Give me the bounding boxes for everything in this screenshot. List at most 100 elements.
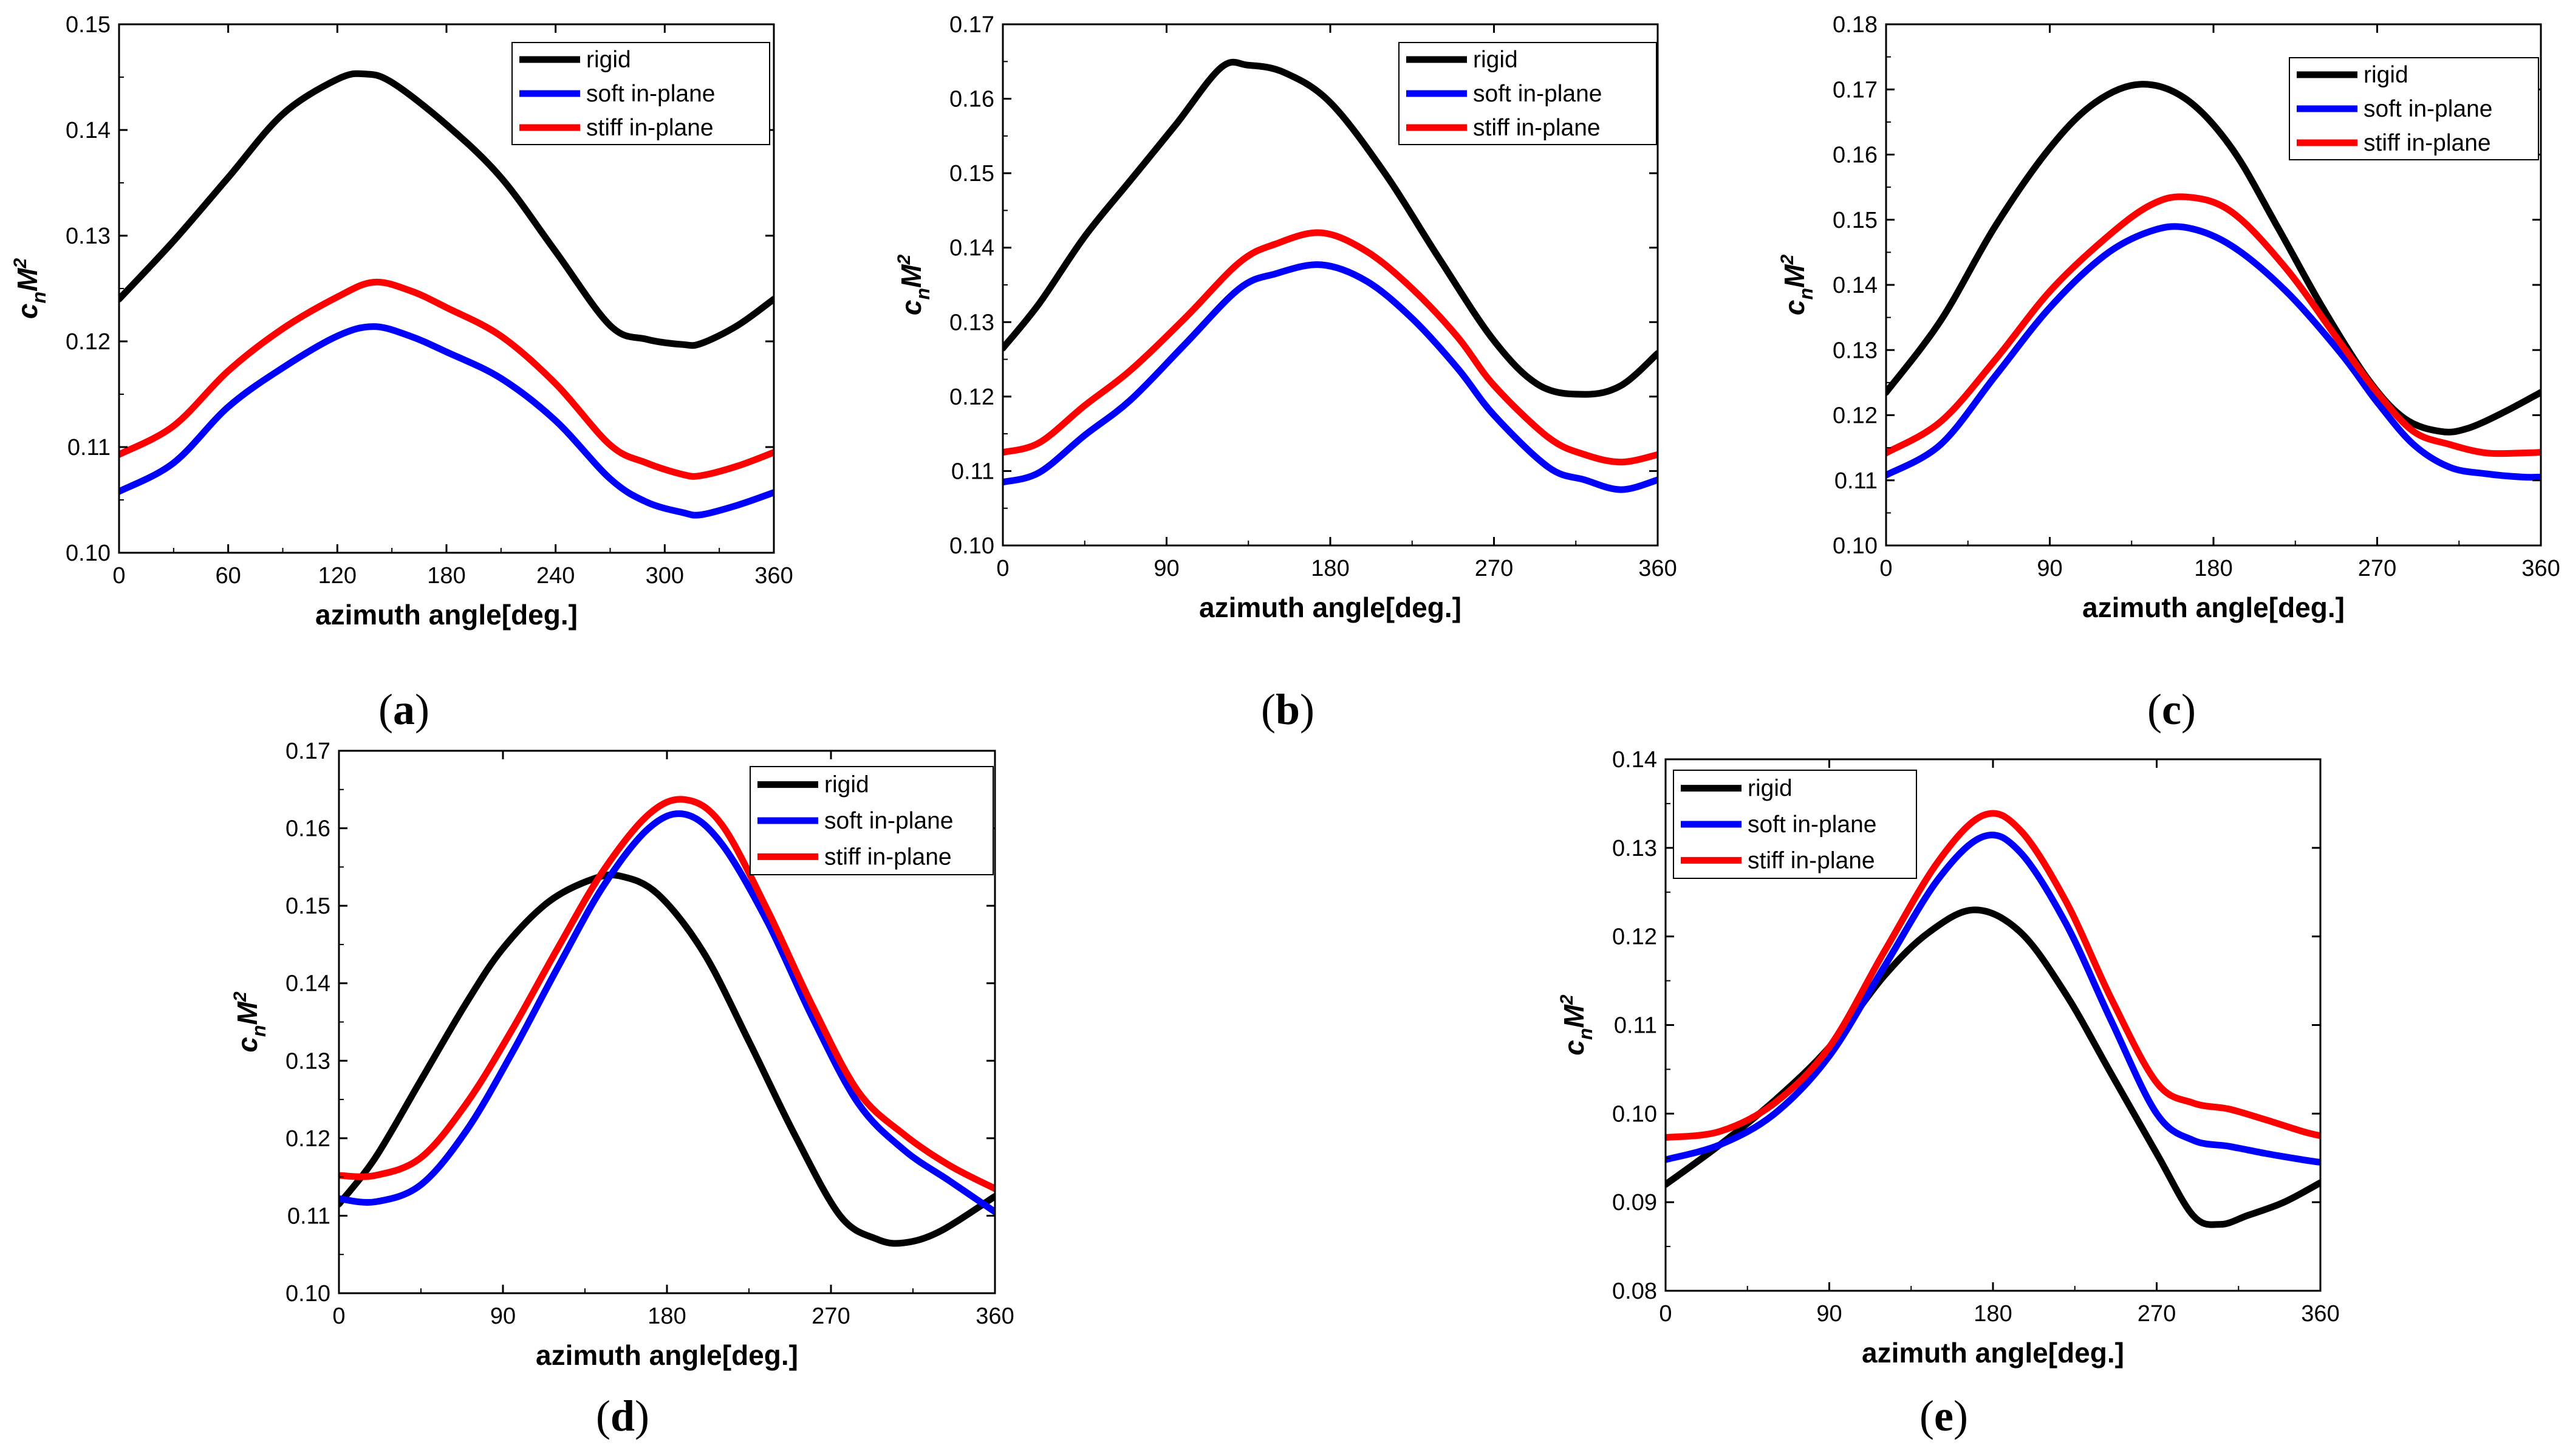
x-tick-label: 270: [2138, 1301, 2176, 1327]
y-tick-label: 0.15: [66, 12, 111, 38]
legend-label: rigid: [1473, 47, 1518, 73]
y-tick-label: 0.14: [949, 236, 994, 261]
legend: rigid soft in-plane stiff in-plane: [1398, 42, 1657, 145]
legend-label: soft in-plane: [1473, 81, 1602, 107]
legend: rigid soft in-plane stiff in-plane: [2289, 57, 2539, 160]
y-tick-label: 0.14: [1833, 273, 1878, 298]
x-tick-label: 270: [2358, 556, 2396, 581]
y-tick-label: 0.13: [949, 310, 994, 335]
chart-c: 0 90 180 270 360 0.10 0.11 0.12 0.13 0.14 0.15 0.16…: [1777, 12, 2560, 734]
series-line-rigid: [1886, 81, 2541, 436]
y-tick-label: 0.11: [67, 435, 111, 460]
x-tick-label: 120: [318, 563, 357, 589]
y-tick-label: 0.13: [1612, 836, 1657, 861]
legend-label: rigid: [1748, 776, 1793, 802]
x-tick-label: 180: [2194, 556, 2232, 581]
x-tick-label: 180: [1311, 556, 1349, 581]
series-line-soft-in-plane: [1886, 223, 2541, 481]
series-line-rigid: [1666, 906, 2320, 1228]
y-tick-label: 0.17: [1833, 77, 1878, 103]
y-tick-label: 0.11: [1834, 468, 1878, 494]
x-tick-label: 360: [1638, 556, 1677, 581]
series-line-soft-in-plane: [1666, 832, 2320, 1166]
chart-a: 0 60 120 180 240 300 360 0.10 0.11 0.12 0.13 0.14 0.…: [10, 12, 793, 734]
y-tick-label: 0.16: [1833, 143, 1878, 168]
y-tick-label: 0.12: [1612, 925, 1657, 950]
y-tick-label: 0.09: [1612, 1190, 1657, 1215]
x-tick-label: 180: [427, 563, 465, 589]
x-tick-label: 180: [1974, 1301, 2012, 1327]
legend: rigid soft in-plane stiff in-plane: [511, 42, 770, 145]
y-tick-label: 0.15: [949, 161, 994, 186]
y-tick-label: 0.12: [1833, 403, 1878, 429]
x-tick-label: 0: [1659, 1301, 1672, 1327]
x-tick-label: 0: [112, 563, 125, 589]
x-tick-label: 360: [754, 563, 793, 589]
y-tick-label: 0.16: [949, 87, 994, 112]
chart-d: 0 90 180 270 360 0.10 0.11 0.12 0.13 0.14 0.15 0.16…: [230, 739, 1014, 1440]
x-tick-label: 60: [216, 563, 241, 589]
x-axis-label: azimuth angle[deg.]: [1862, 1337, 2124, 1369]
x-tick-label: 0: [996, 556, 1009, 581]
y-axis-label: cnM2: [894, 255, 934, 315]
y-tick-label: 0.10: [1833, 533, 1878, 559]
legend-label: rigid: [824, 772, 869, 798]
x-tick-label: 90: [2037, 556, 2062, 581]
legend: rigid soft in-plane stiff in-plane: [750, 766, 994, 875]
x-tick-label: 360: [976, 1304, 1014, 1329]
x-tick-label: 360: [2521, 556, 2560, 581]
x-tick-label: 0: [332, 1304, 345, 1329]
y-tick-label: 0.08: [1612, 1279, 1657, 1304]
x-axis-label: azimuth angle[deg.]: [536, 1339, 798, 1371]
y-tick-label: 0.12: [285, 1126, 330, 1152]
legend-label: stiff in-plane: [1748, 847, 1875, 873]
legend-label: stiff in-plane: [1473, 115, 1601, 141]
y-tick-label: 0.11: [287, 1203, 330, 1229]
chart-b: 0 90 180 270 360 0.10 0.11 0.12 0.13 0.14 0.15 0.16…: [894, 12, 1677, 734]
series-line-soft-in-plane: [339, 810, 995, 1215]
y-tick-label: 0.10: [949, 533, 994, 559]
legend-label: stiff in-plane: [824, 844, 952, 870]
legend-label: soft in-plane: [824, 808, 953, 834]
legend-label: soft in-plane: [586, 81, 715, 107]
y-tick-label: 0.10: [66, 541, 111, 566]
y-tick-label: 0.15: [285, 894, 330, 919]
series-line-soft-in-plane: [1003, 261, 1658, 493]
y-tick-label: 0.10: [285, 1281, 330, 1307]
series-line-stiff-in-plane: [119, 278, 774, 480]
legend-label: stiff in-plane: [2364, 130, 2491, 156]
x-axis-label: azimuth angle[deg.]: [2082, 592, 2345, 623]
y-tick-label: 0.14: [66, 118, 111, 143]
x-axis-label: azimuth angle[deg.]: [1199, 592, 1461, 623]
legend-label: soft in-plane: [1748, 812, 1876, 838]
y-tick-label: 0.11: [1614, 1013, 1657, 1039]
x-tick-label: 90: [490, 1304, 516, 1329]
series-line-stiff-in-plane: [339, 796, 995, 1192]
y-tick-label: 0.11: [951, 459, 994, 484]
series-line-rigid: [1003, 58, 1658, 398]
y-tick-label: 0.12: [66, 329, 111, 355]
series-line-stiff-in-plane: [1886, 193, 2541, 457]
series-line-soft-in-plane: [119, 323, 774, 519]
legend-label: rigid: [2364, 62, 2408, 88]
x-axis-label: azimuth angle[deg.]: [315, 599, 578, 631]
y-tick-label: 0.17: [949, 12, 994, 38]
legend-label: soft in-plane: [2364, 96, 2492, 122]
x-tick-label: 240: [536, 563, 575, 589]
legend-label: stiff in-plane: [586, 115, 714, 141]
x-tick-label: 360: [2301, 1301, 2339, 1327]
y-tick-label: 0.16: [285, 816, 330, 842]
y-tick-label: 0.10: [1612, 1101, 1657, 1127]
legend-label: rigid: [586, 47, 631, 73]
series-line-stiff-in-plane: [1003, 229, 1658, 466]
series-line-rigid: [339, 871, 995, 1247]
x-tick-label: 270: [812, 1304, 850, 1329]
series-line-stiff-in-plane: [1666, 810, 2320, 1141]
y-axis-label: cnM2: [230, 991, 270, 1052]
x-tick-label: 300: [646, 563, 684, 589]
y-tick-label: 0.12: [949, 385, 994, 410]
x-tick-label: 90: [1816, 1301, 1842, 1327]
x-tick-label: 90: [1154, 556, 1179, 581]
y-axis-label: cnM2: [1777, 255, 1817, 315]
